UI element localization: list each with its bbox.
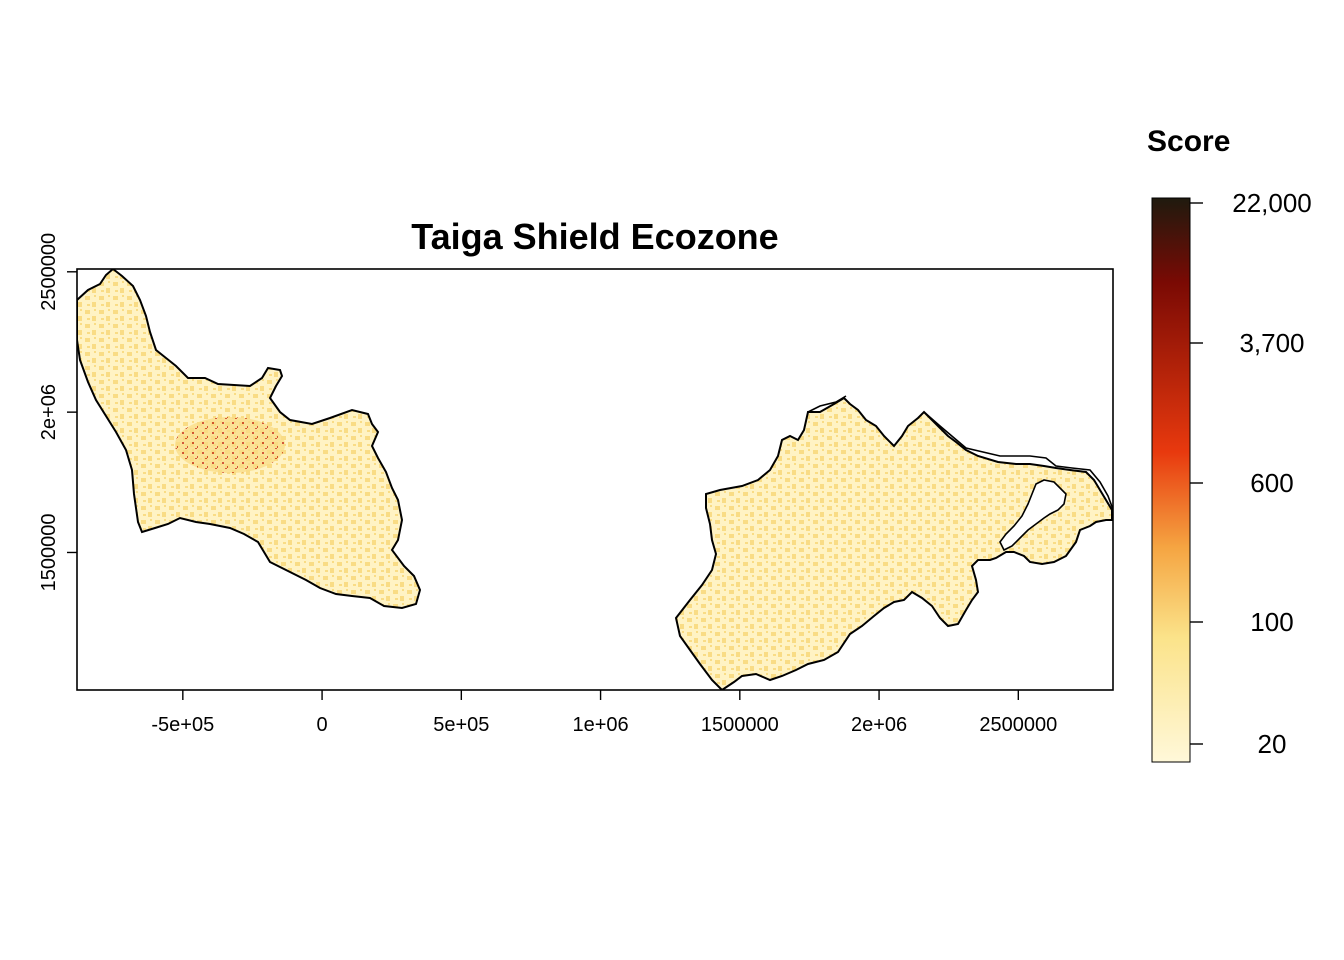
y-tick-label: 1500000 (38, 514, 60, 592)
y-tick-label: 2e+06 (38, 384, 60, 440)
x-axis: -5e+05 0 5e+05 1e+06 1500000 2e+06 2500000 (151, 690, 1057, 736)
map-layer (77, 269, 1113, 690)
legend-ticks: 22,000 3,700 600 100 20 (1190, 188, 1312, 759)
legend-label: 3,700 (1239, 328, 1304, 358)
map-title: Taiga Shield Ecozone (411, 216, 778, 257)
x-tick-label: -5e+05 (151, 714, 214, 736)
legend-label: 100 (1250, 607, 1293, 637)
legend-label: 600 (1250, 468, 1293, 498)
coastal-boundary-outline (807, 395, 1113, 512)
western-hotspot (175, 417, 285, 473)
x-tick-label: 5e+05 (433, 714, 489, 736)
eastern-taiga-shield (674, 396, 1113, 690)
legend-title: Score (1147, 125, 1230, 158)
legend-label: 22,000 (1232, 188, 1312, 218)
plot-frame (76, 268, 1114, 691)
legend-colorbar (1151, 197, 1191, 763)
hudson-inlet-outline (999, 479, 1067, 552)
x-tick-label: 1e+06 (572, 714, 628, 736)
x-tick-label: 2e+06 (851, 714, 907, 736)
y-axis: 1500000 2e+06 2500000 (38, 233, 77, 592)
x-tick-label: 2500000 (979, 714, 1057, 736)
x-tick-label: 1500000 (701, 714, 779, 736)
legend-label: 20 (1258, 729, 1287, 759)
x-tick-label: 0 (317, 714, 328, 736)
y-tick-label: 2500000 (38, 233, 60, 311)
